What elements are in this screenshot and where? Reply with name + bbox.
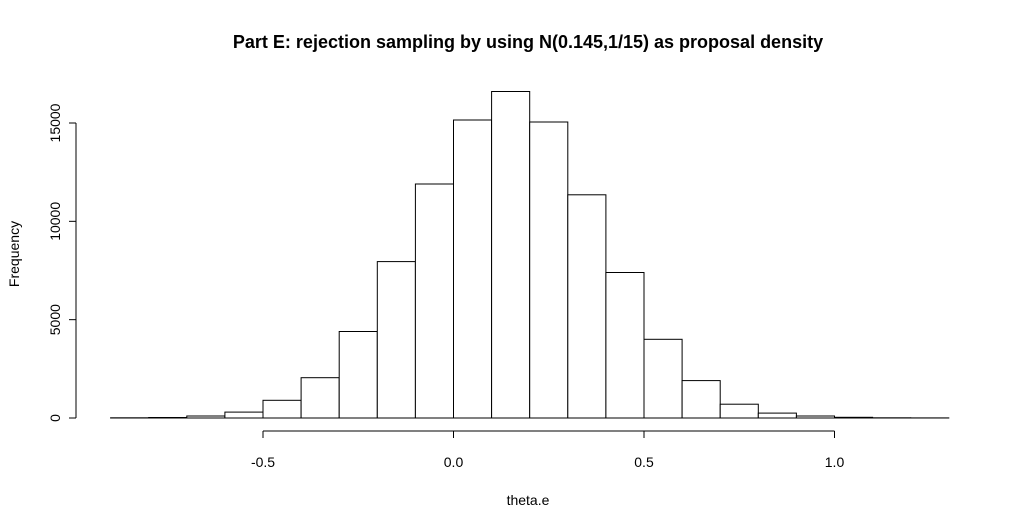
- histogram-bar-11: [529, 121, 569, 419]
- histogram-bar-3: [224, 411, 264, 419]
- histogram-bar-8: [414, 183, 454, 419]
- histogram-bar-19: [834, 416, 874, 419]
- histogram-bar-18: [795, 415, 836, 419]
- histogram-bar-5: [300, 377, 340, 419]
- y-tick-label-1: 5000: [47, 304, 63, 335]
- histogram-bar-13: [605, 272, 645, 419]
- histogram-bar-4: [262, 399, 302, 419]
- histogram-bar-9: [453, 119, 493, 419]
- histogram-bar-17: [757, 412, 797, 419]
- x-axis-label: theta.e: [507, 492, 550, 508]
- histogram-bar-12: [567, 194, 607, 419]
- y-axis-label: Frequency: [6, 221, 22, 287]
- histogram-bar-10: [491, 91, 531, 419]
- histogram-bar-7: [376, 261, 416, 419]
- y-tick-label-2: 10000: [47, 202, 63, 241]
- x-axis: -0.5 0.0 0.5 1.0: [251, 430, 845, 470]
- histogram-bar-6: [338, 331, 378, 419]
- x-tick-label-3: 1.0: [825, 454, 845, 470]
- histogram-bar-1: [148, 417, 188, 419]
- histogram-bars: [110, 91, 950, 419]
- x-tick-label-2: 0.5: [634, 454, 654, 470]
- x-tick-label-0: -0.5: [251, 454, 275, 470]
- y-tick-label-3: 15000: [47, 103, 63, 142]
- y-axis: 0 5000 10000 15000: [47, 103, 77, 422]
- y-tick-label-0: 0: [47, 414, 63, 422]
- histogram-bar-16: [719, 403, 759, 419]
- chart-title: Part E: rejection sampling by using N(0.…: [233, 32, 823, 52]
- histogram-bar-14: [643, 338, 683, 419]
- x-tick-label-1: 0.0: [444, 454, 464, 470]
- histogram-bar-15: [681, 380, 721, 419]
- histogram-bar-2: [186, 415, 226, 419]
